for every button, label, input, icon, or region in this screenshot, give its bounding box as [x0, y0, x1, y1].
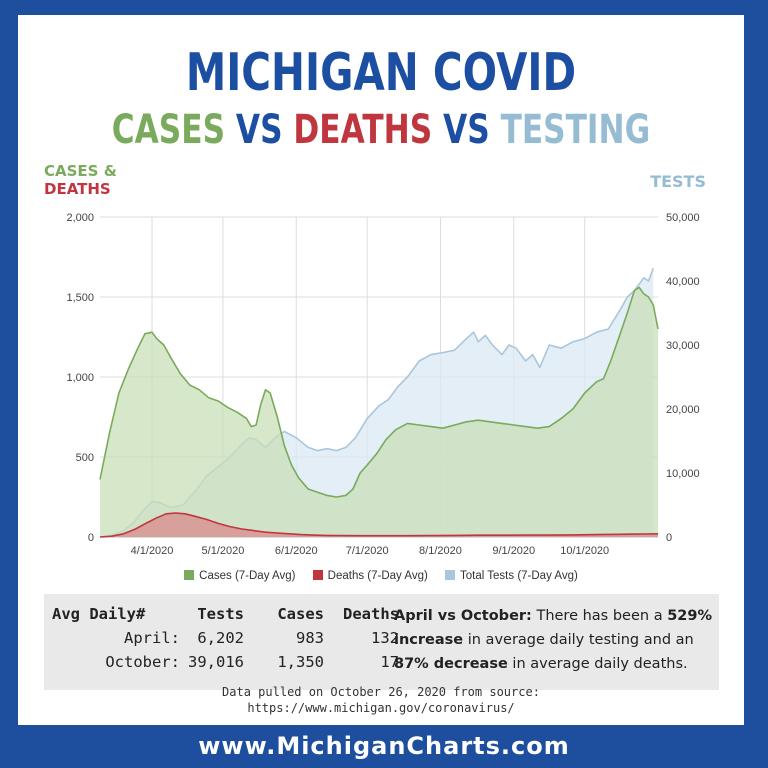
chart-tick-labels: 0 500 1,000 1,500 2,000 0 10,000 20,000 30,000 40… [66, 212, 699, 557]
comparison-note: April vs October: There has been a 529% … [394, 604, 714, 676]
data-source: Data pulled on October 26, 2020 from sou… [18, 684, 744, 716]
note-text-1: There has been a [531, 608, 668, 624]
y-right-tick-label: 40,000 [666, 276, 700, 288]
x-tick-label: 4/1/2020 [131, 545, 174, 557]
subtitle-testing: TESTING [500, 107, 651, 153]
stats-header-deaths: Deaths [343, 605, 399, 623]
y-right-tick-label: 50,000 [666, 212, 700, 224]
subtitle: CASES VS DEATHS VS TESTING [98, 107, 664, 153]
stats-header-cases: Cases [277, 605, 324, 623]
legend-item-cases: Cases (7-Day Avg) [184, 570, 295, 582]
left-axis-title-line1: CASES & [44, 162, 117, 180]
infographic-card: MICHIGAN COVID CASES VS DEATHS VS TESTIN… [18, 15, 744, 725]
x-tick-label: 10/1/2020 [560, 545, 609, 557]
left-axis-title: CASES & DEATHS [44, 162, 117, 198]
y-left-tick-label: 1,000 [66, 372, 94, 384]
y-left-tick-label: 500 [76, 452, 94, 464]
stats-cell-tests: 39,016 [188, 653, 244, 671]
y-left-tick-label: 0 [88, 532, 94, 544]
stats-table: Avg Daily# Tests Cases Deaths April: 6,2… [52, 602, 399, 674]
stats-row-label: October: [105, 653, 180, 671]
source-line-1: Data pulled on October 26, 2020 from sou… [222, 685, 540, 699]
y-right-tick-label: 30,000 [666, 340, 700, 352]
area-chart: 0 500 1,000 1,500 2,000 0 10,000 20,000 30,000 40… [66, 212, 699, 557]
series-cases-line [99, 286, 659, 498]
legend-label-deaths: Deaths (7-Day Avg) [327, 570, 428, 582]
note-bold-1: 529% increase [394, 608, 712, 648]
legend-label-tests: Total Tests (7-Day Avg) [460, 570, 578, 582]
x-tick-label: 6/1/2020 [275, 545, 318, 557]
stats-cell-tests: 6,202 [197, 629, 244, 647]
legend-item-tests: Total Tests (7-Day Avg) [445, 570, 578, 582]
footer-website[interactable]: www.MichiganCharts.com [198, 732, 570, 760]
stats-header-tests: Tests [197, 605, 244, 623]
series-deaths-line [99, 512, 659, 538]
legend-item-deaths: Deaths (7-Day Avg) [312, 570, 428, 582]
y-right-tick-label: 0 [666, 532, 672, 544]
legend-swatch-tests [445, 570, 455, 580]
stats-header-row: Avg Daily# Tests Cases Deaths [52, 602, 399, 626]
chart-legend: Cases (7-Day Avg) Deaths (7-Day Avg) Tot… [18, 570, 744, 582]
stats-row-october: October: 39,016 1,350 17 [52, 650, 399, 674]
summary-box: Avg Daily# Tests Cases Deaths April: 6,2… [44, 594, 719, 690]
note-lead: April vs October: [394, 608, 532, 624]
note-text-2: in average daily testing and an [463, 632, 694, 648]
note-text-3: in average daily deaths. [507, 656, 688, 672]
x-tick-label: 7/1/2020 [346, 545, 389, 557]
stats-row-label: April: [124, 629, 180, 647]
stats-row-april: April: 6,202 983 132 [52, 626, 399, 650]
subtitle-vs-2: VS [443, 107, 490, 153]
x-tick-label: 9/1/2020 [492, 545, 535, 557]
legend-swatch-deaths [312, 570, 323, 580]
stats-cell-deaths: 132 [371, 629, 399, 647]
left-axis-title-line2: DEATHS [44, 180, 111, 198]
chart-areas [99, 267, 659, 538]
stats-header-label: Avg Daily# [52, 605, 146, 623]
y-left-tick-label: 1,500 [66, 292, 94, 304]
series-cases-area [100, 287, 658, 537]
y-right-tick-label: 10,000 [666, 468, 700, 480]
stats-cell-deaths: 17 [380, 653, 399, 671]
x-tick-label: 8/1/2020 [419, 545, 462, 557]
stats-cell-cases: 983 [296, 629, 324, 647]
x-tick-label: 5/1/2020 [202, 545, 245, 557]
source-url[interactable]: https://www.michigan.gov/coronavirus/ [247, 701, 515, 715]
subtitle-deaths: DEATHS [293, 107, 433, 153]
series-deaths-area [100, 513, 658, 537]
y-left-tick-label: 2,000 [66, 212, 94, 224]
subtitle-cases: CASES [111, 107, 226, 153]
stats-cell-cases: 1,350 [277, 653, 324, 671]
y-right-tick-label: 20,000 [666, 404, 700, 416]
subtitle-vs-1: VS [235, 107, 283, 153]
note-bold-2: 87% decrease [394, 656, 508, 672]
right-axis-title: TESTS [650, 172, 706, 191]
main-title: MICHIGAN COVID [185, 43, 577, 103]
legend-label-cases: Cases (7-Day Avg) [199, 570, 296, 582]
legend-swatch-cases [184, 570, 195, 580]
